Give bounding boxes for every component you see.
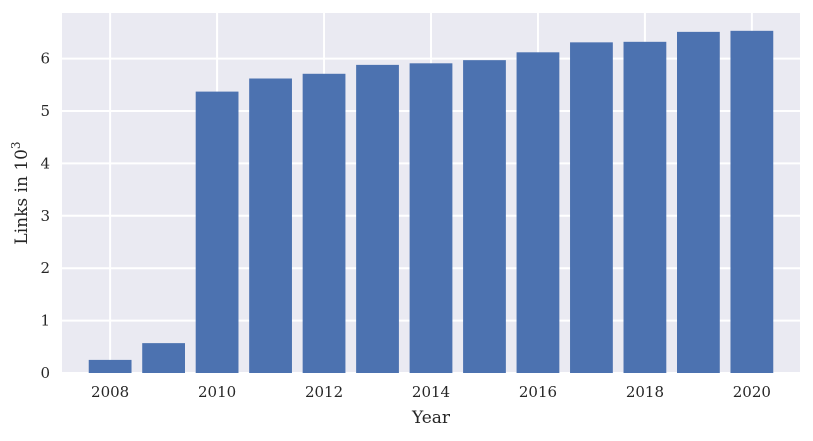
x-tick-label: 2016 [519, 383, 557, 401]
x-tick-label: 2010 [198, 383, 236, 401]
y-axis-label-exponent: 3 [9, 141, 23, 149]
bar-2016 [516, 52, 560, 374]
y-tick-label: 1 [40, 312, 50, 330]
bar-2013 [356, 64, 399, 373]
y-tick-label: 5 [40, 102, 50, 120]
y-tick-label: 0 [40, 364, 50, 382]
y-tick-labels: 0 1 2 3 4 5 6 [40, 50, 50, 382]
bar-2010 [195, 91, 239, 373]
y-tick-label: 4 [40, 154, 50, 172]
x-tick-label: 2014 [412, 383, 450, 401]
bar-2017 [570, 42, 613, 374]
x-axis-label: Year [411, 408, 451, 428]
bar-2019 [677, 31, 720, 374]
bar-2014 [409, 63, 453, 374]
bar-2018 [623, 41, 667, 374]
bar-2009 [142, 343, 185, 373]
bar-2008 [88, 359, 132, 373]
y-axis-label: Links in 103 [9, 141, 32, 244]
x-tick-label: 2020 [733, 383, 771, 401]
y-tick-label: 2 [40, 259, 50, 277]
bar-2011 [249, 78, 292, 373]
bars [88, 30, 774, 374]
y-tick-label: 6 [40, 50, 50, 68]
x-tick-label: 2012 [305, 383, 343, 401]
bar-2012 [302, 73, 346, 374]
x-tick-label: 2018 [626, 383, 664, 401]
bar-2015 [463, 60, 506, 374]
x-tick-labels: 2008 2010 2012 2014 2016 2018 2020 [91, 383, 771, 401]
x-tick-label: 2008 [91, 383, 129, 401]
bar-2020 [730, 30, 774, 374]
y-axis-label-main: Links in 10 [12, 149, 32, 245]
y-tick-label: 3 [40, 207, 50, 225]
